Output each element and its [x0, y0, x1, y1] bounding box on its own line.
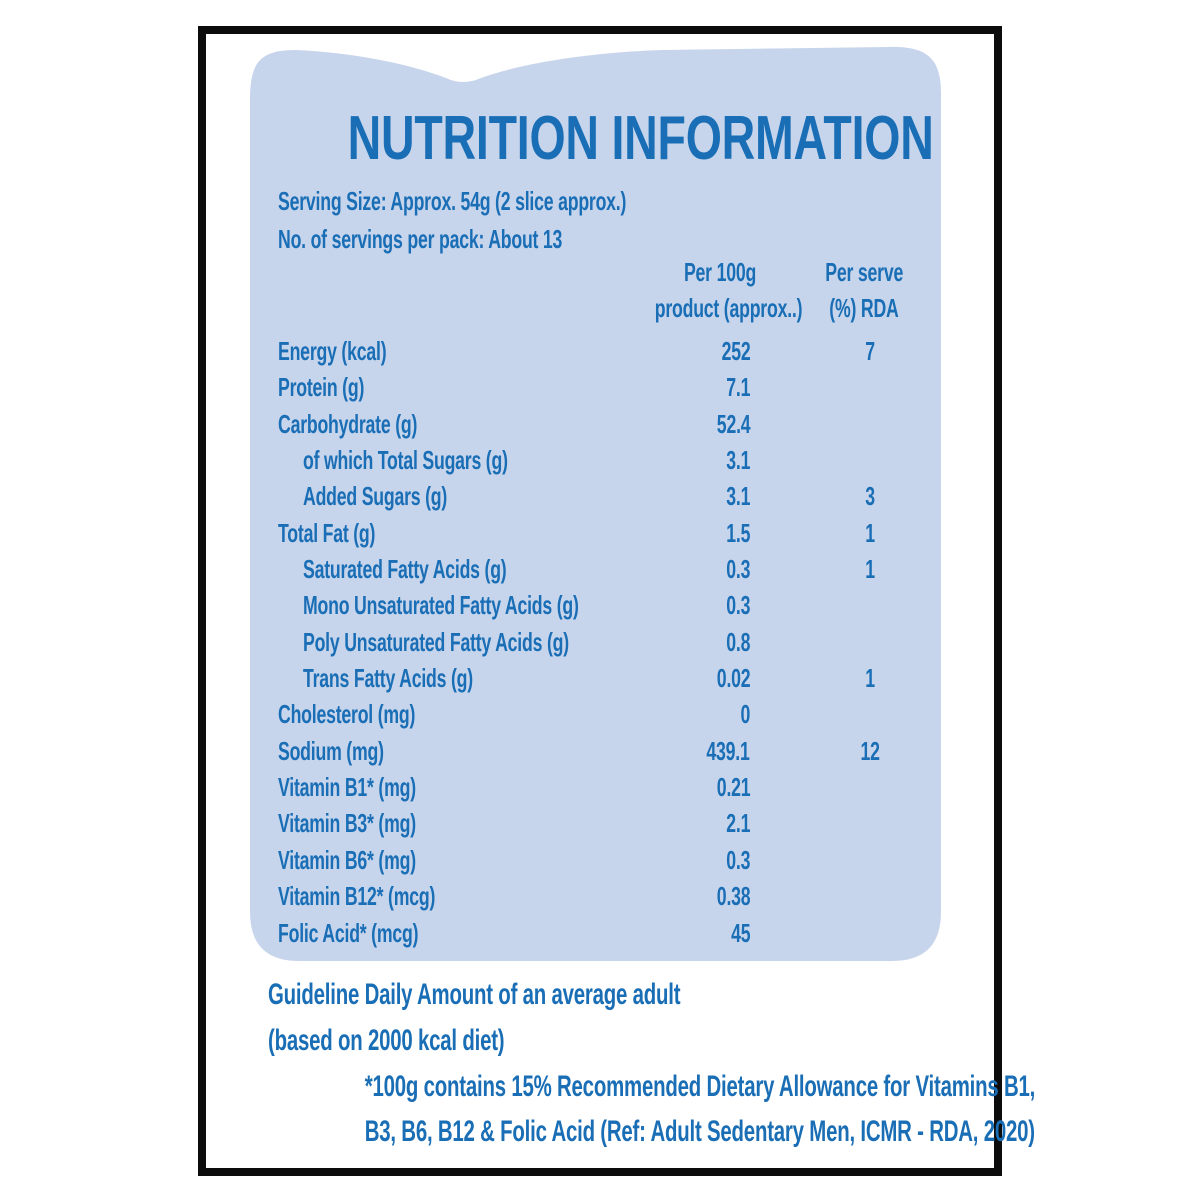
table-row: Vitamin B1* (mg) 0.21 [278, 769, 928, 805]
footnote-line-1: *100g contains 15% Recommended Dietary A… [364, 1070, 1036, 1103]
per-100g-value: 439.1 [706, 735, 750, 766]
per-100g-value: 0.38 [716, 881, 750, 912]
per-serve-rda-value: 1 [865, 554, 875, 585]
per-100g-value: 1.5 [726, 517, 750, 548]
per-100g-value: 0.21 [716, 772, 750, 803]
per-serve-rda-value [820, 442, 920, 478]
table-row: Total Fat (g) 1.5 1 [278, 515, 928, 551]
nutrient-label: Saturated Fatty Acids (g) [303, 554, 507, 585]
table-row: Poly Unsaturated Fatty Acids (g) 0.8 [278, 624, 928, 660]
per-100g-value: 0.3 [726, 554, 750, 585]
per-serve-rda-value [820, 696, 920, 732]
nutrient-label: Protein (g) [278, 372, 365, 403]
nutrient-label: Total Fat (g) [278, 517, 376, 548]
per-serve-rda-value [820, 406, 920, 442]
table-row: Cholesterol (mg) 0 [278, 696, 928, 732]
panel-title-text: NUTRITION INFORMATION [347, 104, 934, 173]
nutrient-label: Vitamin B3* (mg) [278, 808, 416, 839]
per-serve-rda-value [820, 624, 920, 660]
per-serve-rda-value: 1 [865, 517, 875, 548]
guideline-line-1: Guideline Daily Amount of an average adu… [268, 978, 681, 1011]
table-row: Sodium (mg) 439.1 12 [278, 733, 928, 769]
per-100g-value: 0.3 [726, 590, 750, 621]
nutrient-label: Sodium (mg) [278, 735, 384, 766]
table-row: Energy (kcal) 252 7 [278, 333, 928, 369]
nutrition-table: Energy (kcal) 252 7 Protein (g) 7.1 Carbohydr… [278, 333, 928, 951]
per-100g-value: 0.02 [716, 663, 750, 694]
per-100g-value: 0 [740, 699, 750, 730]
nutrient-label: Added Sugars (g) [303, 481, 448, 512]
nutrient-label: Trans Fatty Acids (g) [303, 663, 473, 694]
table-row: of which Total Sugars (g) 3.1 [278, 442, 928, 478]
per-serve-rda-value: 12 [860, 735, 880, 766]
table-row: Vitamin B3* (mg) 2.1 [278, 805, 928, 841]
serving-size-line: Serving Size: Approx. 54g (2 slice appro… [278, 186, 627, 216]
table-row: Vitamin B6* (mg) 0.3 [278, 842, 928, 878]
guideline-text: Guideline Daily Amount of an average adu… [268, 972, 874, 1064]
nutrient-label: Mono Unsaturated Fatty Acids (g) [303, 590, 579, 621]
per-serve-rda-value [820, 587, 920, 623]
per-100g-value: 0.3 [726, 844, 750, 875]
per-100g-value: 45 [730, 917, 750, 948]
per-serve-rda-value [820, 805, 920, 841]
table-row: Mono Unsaturated Fatty Acids (g) 0.3 [278, 587, 928, 623]
per-100g-value: 2.1 [726, 808, 750, 839]
table-row: Saturated Fatty Acids (g) 0.3 1 [278, 551, 928, 587]
table-row: Added Sugars (g) 3.1 3 [278, 478, 928, 514]
per-100g-value: 7.1 [726, 372, 750, 403]
table-row: Protein (g) 7.1 [278, 369, 928, 405]
per-100g-value: 52.4 [716, 408, 750, 439]
column-header-per-serve: Per serve (%) RDA [825, 257, 903, 323]
per-serve-rda-value: 7 [865, 336, 875, 366]
table-row: Vitamin B12* (mcg) 0.38 [278, 878, 928, 914]
guideline-line-2: (based on 2000 kcal diet) [268, 1024, 505, 1057]
nutrient-label: Poly Unsaturated Fatty Acids (g) [303, 626, 569, 657]
servings-per-pack-line: No. of servings per pack: About 13 [278, 224, 563, 254]
nutrient-label: Energy (kcal) [278, 336, 387, 366]
per-100g-value: 3.1 [726, 481, 750, 512]
nutrient-label: Cholesterol (mg) [278, 699, 416, 730]
column-header-per-100g: Per 100g product (approx..) [654, 257, 803, 323]
footnote-text: *100g contains 15% Recommended Dietary A… [207, 1064, 1036, 1154]
per-serve-rda-value [820, 769, 920, 805]
table-row: Trans Fatty Acids (g) 0.02 1 [278, 660, 928, 696]
per-serve-rda-value [820, 915, 920, 951]
per-serve-rda-value: 1 [865, 663, 875, 694]
per-100g-value: 0.8 [726, 626, 750, 657]
per-serve-rda-value: 3 [865, 481, 875, 512]
per-100g-value: 252 [721, 336, 750, 366]
nutrient-label: Vitamin B1* (mg) [278, 772, 416, 803]
serving-info: Serving Size: Approx. 54g (2 slice appro… [278, 182, 790, 258]
per-serve-rda-value [820, 842, 920, 878]
nutrient-label: Vitamin B12* (mcg) [278, 881, 436, 912]
per-100g-value: 3.1 [726, 445, 750, 476]
table-row: Carbohydrate (g) 52.4 [278, 406, 928, 442]
nutrient-label: Folic Acid* (mcg) [278, 917, 419, 948]
panel-title: NUTRITION INFORMATION [250, 106, 945, 172]
table-row: Folic Acid* (mcg) 45 [278, 915, 928, 951]
per-serve-rda-value [820, 878, 920, 914]
nutrient-label: Carbohydrate (g) [278, 408, 418, 439]
nutrient-label: of which Total Sugars (g) [303, 445, 508, 476]
per-serve-rda-value [820, 369, 920, 405]
footnote-line-2: B3, B6, B12 & Folic Acid (Ref: Adult Sed… [364, 1115, 1035, 1148]
nutrient-label: Vitamin B6* (mg) [278, 844, 416, 875]
